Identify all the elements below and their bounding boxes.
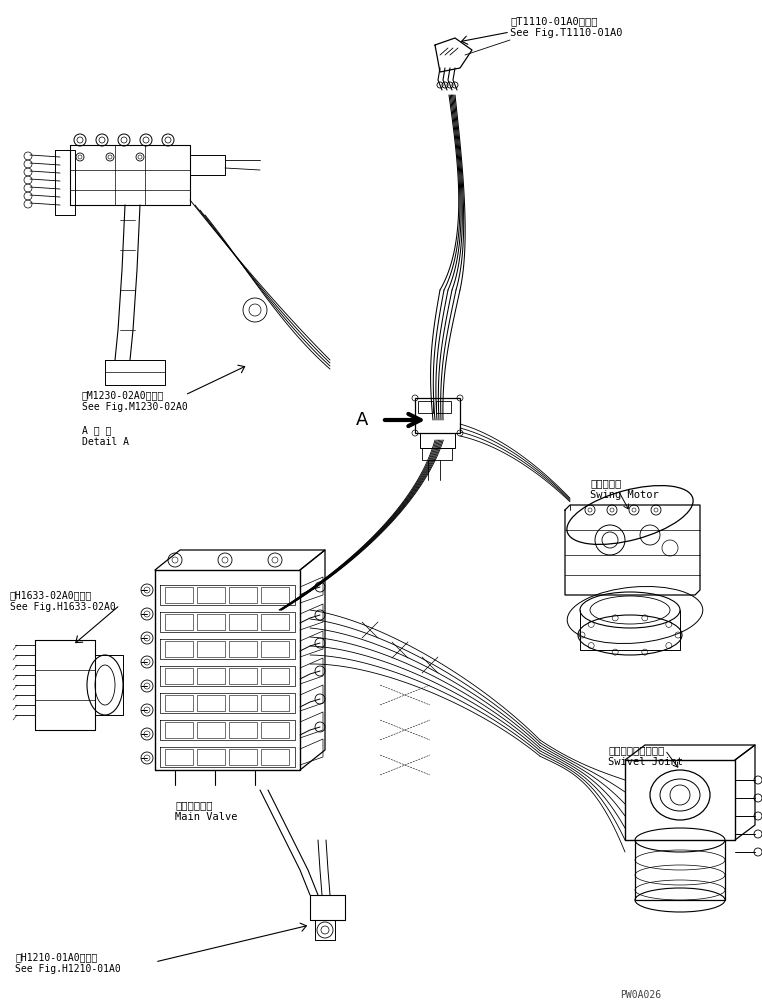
Text: メインバルブ: メインバルブ — [175, 800, 213, 810]
Bar — [197, 668, 225, 684]
Bar — [197, 749, 225, 765]
Bar — [420, 433, 455, 448]
Bar — [415, 398, 460, 433]
Text: See Fig.H1210-01A0: See Fig.H1210-01A0 — [15, 964, 120, 974]
Bar — [229, 641, 257, 657]
Text: See Fig.T1110-01A0: See Fig.T1110-01A0 — [510, 28, 623, 38]
Bar — [165, 695, 193, 711]
Text: A: A — [356, 411, 368, 429]
Bar — [165, 641, 193, 657]
Text: 第M1230-02A0図参照: 第M1230-02A0図参照 — [82, 390, 165, 400]
Bar — [422, 448, 452, 460]
Text: Swing Motor: Swing Motor — [590, 490, 659, 500]
Bar — [261, 668, 289, 684]
Text: スイベルジョイント: スイベルジョイント — [608, 745, 664, 754]
Bar — [229, 668, 257, 684]
Text: 第H1633-02A0図参照: 第H1633-02A0図参照 — [10, 590, 92, 600]
Bar — [197, 641, 225, 657]
Bar — [229, 695, 257, 711]
Bar — [261, 641, 289, 657]
Bar — [436, 401, 451, 413]
Text: 旋回モータ: 旋回モータ — [590, 478, 621, 488]
Bar — [229, 614, 257, 630]
Bar — [229, 722, 257, 738]
Text: A 詳 細: A 詳 細 — [82, 425, 111, 435]
Text: 第T1110-01A0図参照: 第T1110-01A0図参照 — [510, 16, 597, 26]
Text: Detail A: Detail A — [82, 437, 129, 447]
Bar — [165, 586, 193, 603]
Bar — [197, 722, 225, 738]
Text: Main Valve: Main Valve — [175, 812, 238, 822]
Bar — [165, 722, 193, 738]
Bar — [261, 586, 289, 603]
Bar — [418, 401, 433, 413]
Bar — [261, 749, 289, 765]
Bar — [229, 749, 257, 765]
Bar — [165, 749, 193, 765]
Bar — [229, 586, 257, 603]
Bar — [261, 695, 289, 711]
Text: Swivel Joint: Swivel Joint — [608, 757, 683, 767]
Text: 第H1210-01A0図参照: 第H1210-01A0図参照 — [15, 952, 98, 962]
Text: PW0A026: PW0A026 — [620, 990, 661, 1000]
Bar — [261, 614, 289, 630]
Bar — [261, 722, 289, 738]
Text: See Fig.H1633-02A0: See Fig.H1633-02A0 — [10, 602, 116, 612]
Bar — [165, 614, 193, 630]
Bar — [197, 614, 225, 630]
Bar — [197, 586, 225, 603]
Bar — [165, 668, 193, 684]
Bar — [197, 695, 225, 711]
Text: See Fig.M1230-02A0: See Fig.M1230-02A0 — [82, 402, 187, 412]
